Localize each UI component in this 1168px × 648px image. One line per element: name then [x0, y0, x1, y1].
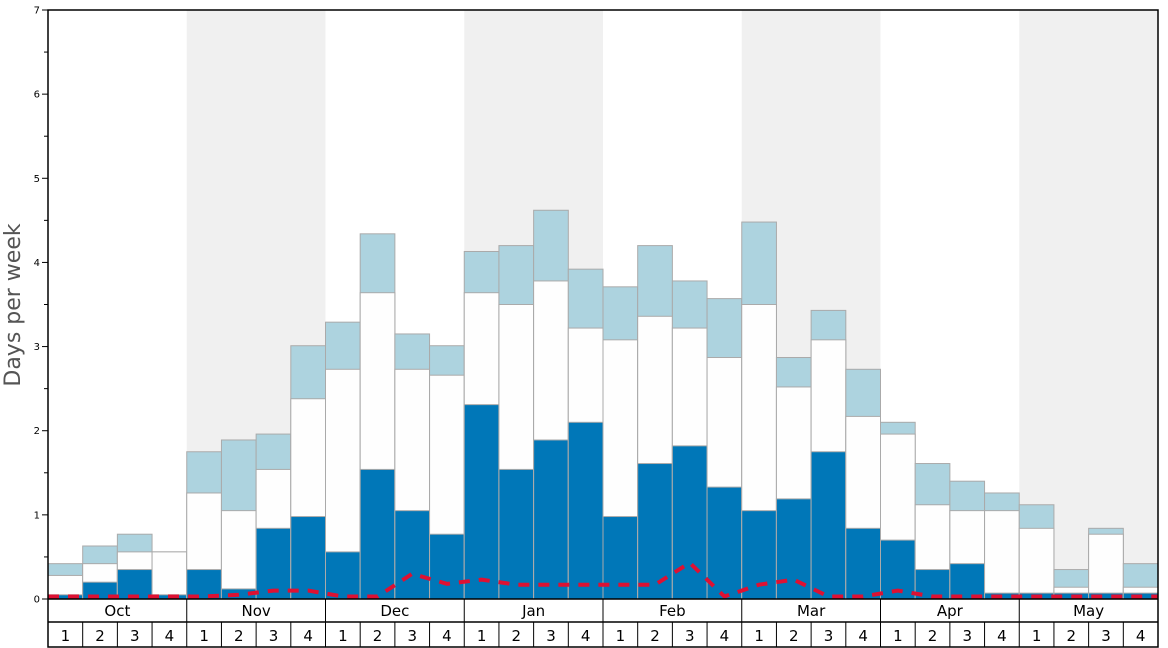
week-label-17: 2 — [650, 627, 660, 645]
bar-inner-19 — [706, 486, 743, 600]
y-axis-label: Days per week — [1, 223, 26, 386]
y-tick-label-1: 1 — [34, 510, 40, 521]
week-label-5: 2 — [234, 627, 244, 645]
week-label-2: 3 — [130, 627, 140, 645]
bar-inner-17 — [637, 463, 673, 600]
bar-inner-12 — [463, 404, 500, 600]
week-label-26: 3 — [962, 627, 972, 645]
trend-line-path — [48, 560, 1158, 599]
week-label-4: 1 — [199, 627, 209, 645]
week-label-16: 1 — [616, 627, 626, 645]
month-label-nov: Nov — [241, 602, 270, 620]
bar-inner-26 — [949, 563, 986, 600]
bar-middle-28 — [1018, 527, 1055, 600]
y-tick-label-3: 3 — [34, 342, 40, 353]
week-label-28: 1 — [1032, 627, 1042, 645]
month-axis: Oct Nov Dec Jan Feb Mar Apr May — [104, 599, 1104, 622]
week-label-20: 1 — [754, 627, 764, 645]
y-axis: 0 1 2 3 4 5 6 7 — [34, 6, 48, 606]
week-label-25: 2 — [928, 627, 938, 645]
week-label-6: 3 — [269, 627, 279, 645]
week-label-13: 2 — [512, 627, 522, 645]
week-label-9: 2 — [373, 627, 383, 645]
bar-middle-3 — [151, 551, 188, 600]
y-tick-label-6: 6 — [34, 90, 40, 101]
bars — [47, 209, 1159, 600]
week-label-30: 3 — [1101, 627, 1111, 645]
week-label-18: 3 — [685, 627, 695, 645]
bar-inner-8 — [325, 551, 361, 600]
week-label-12: 1 — [477, 627, 487, 645]
y-tick-label-4: 4 — [34, 258, 40, 269]
week-label-27: 4 — [997, 627, 1007, 645]
week-label-23: 4 — [858, 627, 868, 645]
week-axis: 1 2 3 4 1 2 3 4 1 2 3 4 1 2 3 4 1 2 3 4 1 2 3 4 1 2 3 4 1 2 3 4 — [61, 622, 1146, 647]
week-label-14: 3 — [546, 627, 556, 645]
month-label-apr: Apr — [937, 602, 964, 620]
week-label-19: 4 — [720, 627, 730, 645]
bar-inner-22 — [810, 451, 847, 600]
week-label-8: 1 — [338, 627, 348, 645]
week-label-1: 2 — [95, 627, 105, 645]
month-label-dec: Dec — [380, 602, 409, 620]
bar-inner-11 — [429, 533, 465, 600]
bar-middle-5 — [220, 510, 257, 600]
month-label-jan: Jan — [521, 602, 545, 620]
trend-line — [48, 560, 1158, 599]
month-label-feb: Feb — [659, 602, 686, 620]
week-label-21: 2 — [789, 627, 799, 645]
bar-inner-18 — [671, 445, 708, 600]
week-label-15: 4 — [581, 627, 591, 645]
week-label-10: 3 — [407, 627, 417, 645]
week-label-22: 3 — [824, 627, 834, 645]
bar-inner-9 — [359, 468, 396, 600]
week-label-29: 2 — [1067, 627, 1077, 645]
bar-inner-14 — [533, 439, 569, 600]
bar-inner-7 — [290, 516, 326, 600]
bar-middle-30 — [1088, 533, 1124, 600]
bar-inner-13 — [498, 468, 535, 600]
bar-inner-10 — [394, 510, 431, 600]
week-label-24: 1 — [893, 627, 903, 645]
week-label-31: 4 — [1136, 627, 1146, 645]
month-label-mar: Mar — [797, 602, 826, 620]
week-label-3: 4 — [165, 627, 175, 645]
bar-inner-6 — [255, 527, 292, 600]
month-label-may: May — [1073, 602, 1104, 620]
week-label-0: 1 — [61, 627, 71, 645]
week-label-7: 4 — [303, 627, 313, 645]
y-tick-label-0: 0 — [34, 595, 40, 606]
bar-inner-15 — [567, 421, 604, 600]
y-tick-label-2: 2 — [34, 426, 40, 437]
y-tick-label-7: 7 — [34, 6, 40, 17]
week-label-11: 4 — [442, 627, 452, 645]
month-label-oct: Oct — [104, 602, 130, 620]
month-shade-may — [1019, 10, 1158, 599]
bar-inner-23 — [845, 527, 881, 600]
bar-middle-27 — [984, 510, 1020, 600]
y-tick-label-5: 5 — [34, 174, 40, 185]
